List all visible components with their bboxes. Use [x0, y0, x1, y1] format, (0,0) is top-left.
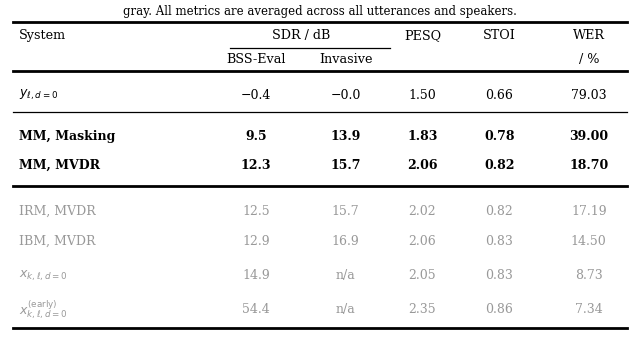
Text: Invasive: Invasive: [319, 53, 372, 66]
Text: 2.02: 2.02: [408, 205, 436, 218]
Text: 1.83: 1.83: [407, 130, 438, 143]
Text: 1.50: 1.50: [408, 89, 436, 102]
Text: 9.5: 9.5: [245, 130, 267, 143]
Text: 0.83: 0.83: [485, 235, 513, 248]
Text: 79.03: 79.03: [571, 89, 607, 102]
Text: 15.7: 15.7: [330, 159, 361, 172]
Text: 17.19: 17.19: [571, 205, 607, 218]
Text: System: System: [19, 29, 67, 42]
Text: 0.82: 0.82: [485, 205, 513, 218]
Text: MM, MVDR: MM, MVDR: [19, 159, 100, 172]
Text: n/a: n/a: [336, 303, 355, 316]
Text: 15.7: 15.7: [332, 205, 360, 218]
Text: 39.00: 39.00: [569, 130, 609, 143]
Text: 7.34: 7.34: [575, 303, 603, 316]
Text: 12.5: 12.5: [242, 205, 270, 218]
Text: $x^{\mathrm{(early)}}_{k,\ell,d=0}$: $x^{\mathrm{(early)}}_{k,\ell,d=0}$: [19, 298, 68, 321]
Text: n/a: n/a: [336, 269, 355, 282]
Text: 0.82: 0.82: [484, 159, 515, 172]
Text: 2.06: 2.06: [408, 235, 436, 248]
Text: −0.4: −0.4: [241, 89, 271, 102]
Text: 0.83: 0.83: [485, 269, 513, 282]
Text: 18.70: 18.70: [569, 159, 609, 172]
Text: / %: / %: [579, 53, 599, 66]
Text: gray. All metrics are averaged across all utterances and speakers.: gray. All metrics are averaged across al…: [123, 5, 517, 18]
Text: 12.3: 12.3: [241, 159, 271, 172]
Text: −0.0: −0.0: [330, 89, 361, 102]
Text: PESQ: PESQ: [404, 29, 441, 42]
Text: IBM, MVDR: IBM, MVDR: [19, 235, 96, 248]
Text: 0.78: 0.78: [484, 130, 515, 143]
Text: IRM, MVDR: IRM, MVDR: [19, 205, 96, 218]
Text: 8.73: 8.73: [575, 269, 603, 282]
Text: 12.9: 12.9: [242, 235, 270, 248]
Text: 14.9: 14.9: [242, 269, 270, 282]
Text: $x_{k,\ell,d=0}$: $x_{k,\ell,d=0}$: [19, 268, 68, 283]
Text: 14.50: 14.50: [571, 235, 607, 248]
Text: $y_{\ell,d=0}$: $y_{\ell,d=0}$: [19, 88, 58, 102]
Text: 54.4: 54.4: [242, 303, 270, 316]
Text: BSS-Eval: BSS-Eval: [227, 53, 285, 66]
Text: STOI: STOI: [483, 29, 516, 42]
Text: MM, Masking: MM, Masking: [19, 130, 116, 143]
Text: 13.9: 13.9: [330, 130, 361, 143]
Text: 0.86: 0.86: [485, 303, 513, 316]
Text: 2.06: 2.06: [407, 159, 438, 172]
Text: SDR / dB: SDR / dB: [271, 29, 330, 42]
Text: 2.05: 2.05: [408, 269, 436, 282]
Text: WER: WER: [573, 29, 605, 42]
Text: 0.66: 0.66: [485, 89, 513, 102]
Text: 16.9: 16.9: [332, 235, 360, 248]
Text: 2.35: 2.35: [408, 303, 436, 316]
